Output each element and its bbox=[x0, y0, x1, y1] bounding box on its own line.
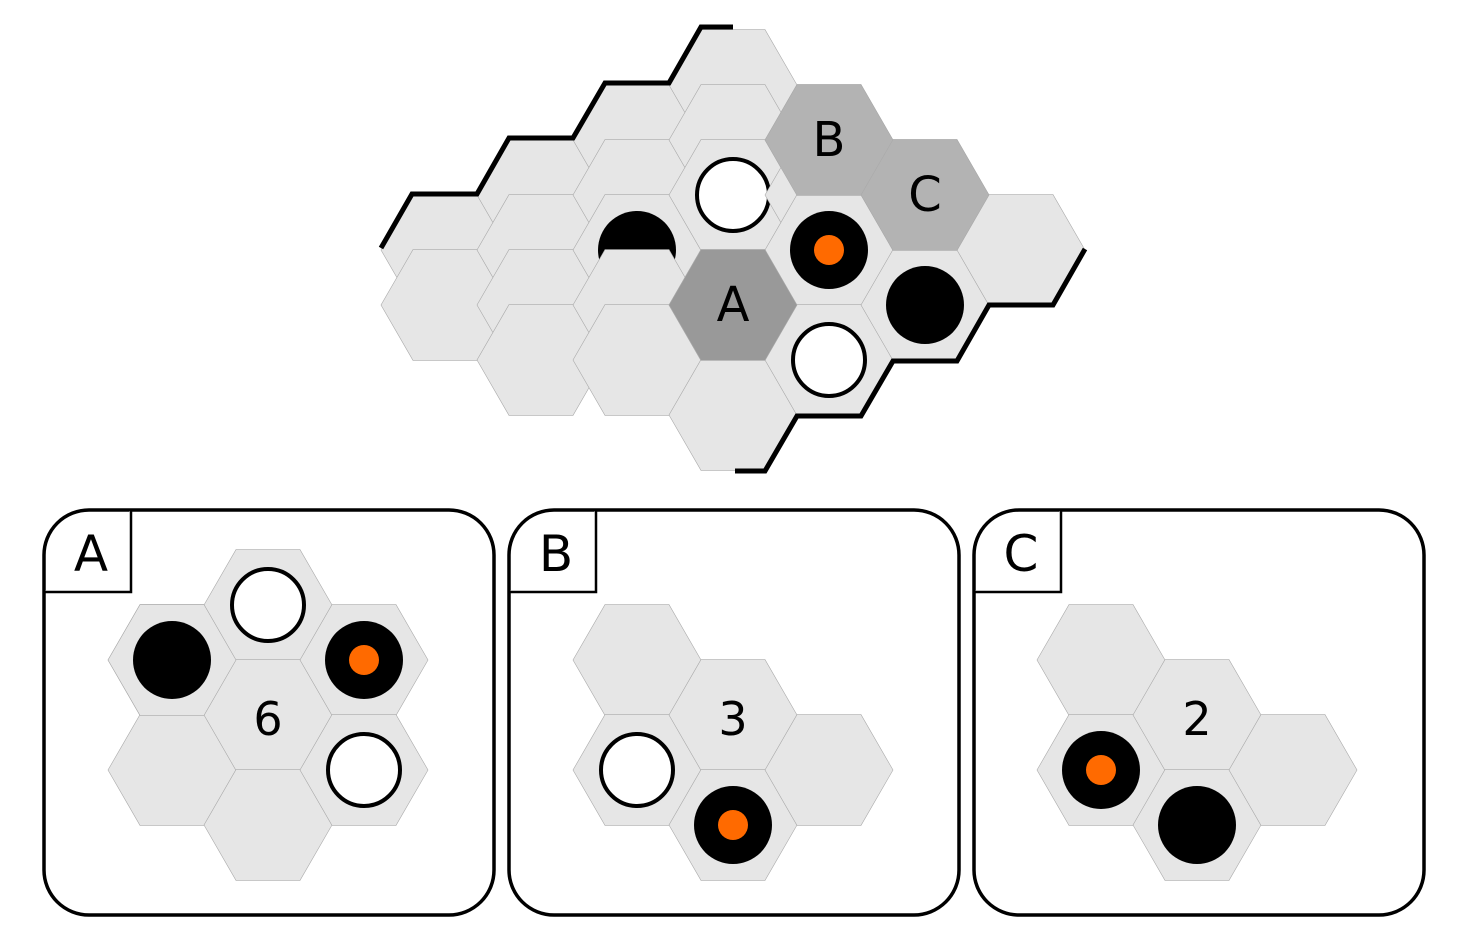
orange-marker bbox=[1086, 755, 1116, 785]
hex-shape bbox=[764, 714, 894, 826]
panel-tag: C bbox=[1004, 525, 1039, 583]
hex-cell bbox=[860, 249, 990, 361]
panel-a: A 6 bbox=[42, 508, 496, 917]
panel-tag: B bbox=[539, 525, 573, 583]
hex-shape bbox=[668, 249, 798, 361]
hex-shape bbox=[1228, 714, 1358, 826]
white-stone bbox=[599, 732, 675, 808]
board-edges bbox=[378, 24, 1088, 474]
cell-label-a: A bbox=[717, 277, 750, 333]
orange-marker bbox=[814, 235, 844, 265]
hex-cell bbox=[764, 714, 894, 826]
hex-cell bbox=[1132, 769, 1262, 881]
hex-cell bbox=[668, 769, 798, 881]
white-stone bbox=[791, 322, 867, 398]
hex-shape bbox=[860, 139, 990, 251]
orange-marker bbox=[349, 645, 379, 675]
panel-c: C 2 bbox=[972, 508, 1426, 917]
panel-tag-box bbox=[509, 510, 598, 594]
hex-cell bbox=[860, 139, 990, 251]
panel-cells bbox=[107, 549, 429, 881]
cell-label-b: B bbox=[813, 112, 846, 168]
panel-tag: A bbox=[74, 525, 108, 583]
panel-tag-box bbox=[44, 510, 133, 594]
cell-label-c: C bbox=[908, 167, 942, 223]
board-cell-labels: A B C bbox=[717, 112, 942, 333]
panel-cells bbox=[1036, 604, 1358, 881]
hex-cell bbox=[572, 714, 702, 826]
panel-b: B 3 bbox=[507, 508, 961, 917]
panel-count: 2 bbox=[1182, 692, 1211, 746]
black-stone bbox=[1158, 786, 1236, 864]
hex-cell bbox=[107, 604, 237, 716]
panel-count: 3 bbox=[718, 692, 747, 746]
white-stone bbox=[230, 567, 306, 643]
hex-cell bbox=[299, 714, 429, 826]
hex-cell bbox=[668, 249, 798, 361]
hex-cell bbox=[764, 194, 894, 306]
panel-count: 6 bbox=[253, 692, 282, 746]
black-stone bbox=[133, 621, 211, 699]
hex-cell bbox=[299, 604, 429, 716]
white-stone bbox=[695, 157, 771, 233]
main-board bbox=[380, 29, 1086, 471]
hex-cell bbox=[764, 304, 894, 416]
panel-cells bbox=[572, 604, 894, 881]
hex-cell bbox=[203, 549, 333, 661]
hex-cell bbox=[1228, 714, 1358, 826]
bottom-right-border bbox=[735, 247, 1088, 474]
black-stone bbox=[886, 266, 964, 344]
orange-marker bbox=[718, 810, 748, 840]
top-left-border bbox=[378, 24, 733, 250]
hex-cell bbox=[1036, 714, 1166, 826]
white-stone bbox=[326, 732, 402, 808]
panel-tag-box bbox=[974, 510, 1063, 594]
